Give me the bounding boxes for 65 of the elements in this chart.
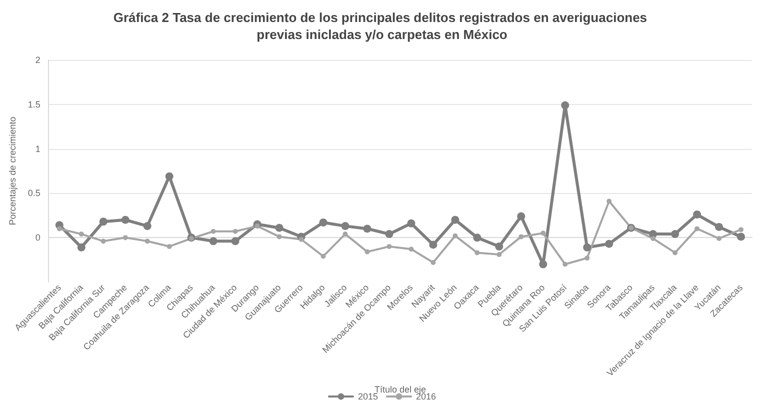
point [605,240,614,248]
point [716,236,722,241]
point [99,218,108,226]
point [671,230,680,238]
point [209,237,218,246]
point [693,210,702,219]
point [496,252,502,257]
point [518,234,524,240]
point [583,243,592,252]
point [100,238,106,244]
point [561,101,570,110]
point [341,222,350,230]
point [430,260,436,265]
point [694,226,700,232]
point [364,249,370,254]
point [474,250,480,256]
point [562,262,568,267]
point [452,233,458,238]
point [320,254,326,259]
point [122,235,128,240]
point [386,244,392,249]
y-tick-label: 0.5 [28,188,40,198]
point [319,218,328,226]
point [166,244,172,249]
point [407,219,416,228]
point [143,222,152,230]
point [78,232,84,237]
point [275,224,284,232]
point [473,234,482,242]
y-tick-label: 2 [35,55,40,65]
point [210,228,216,234]
y-tick-label: 0 [35,232,40,243]
point [737,232,746,241]
point [232,228,238,234]
y-tick-label: 1 [35,144,40,154]
point [276,234,282,240]
point [56,226,62,232]
point [495,242,504,250]
point [539,260,548,268]
point [650,236,656,241]
point [254,224,260,229]
point [451,216,460,224]
point [715,222,724,231]
point [738,227,744,232]
point [584,256,590,261]
point [231,237,240,246]
legend-label: 2016 [416,392,436,402]
point [606,198,612,204]
chart-title: Gráfica 2 Tasa de crecimiento de los principales delitos registrados en averiguaciones previas inicladas y/o carpetas en México [113,10,651,42]
point [298,236,304,242]
point [144,238,150,244]
point [517,212,526,220]
point [672,250,678,256]
y-tick-label: 1.5 [28,99,40,110]
point [385,230,394,238]
y-axis-title: Porcentajes de crecimiento [8,116,18,226]
point [363,224,372,233]
point [429,240,438,249]
point [408,246,414,252]
point [77,243,86,252]
legend-label: 2015 [358,392,378,402]
point [121,216,130,224]
point [165,172,174,180]
point [540,230,546,236]
point [342,232,348,237]
